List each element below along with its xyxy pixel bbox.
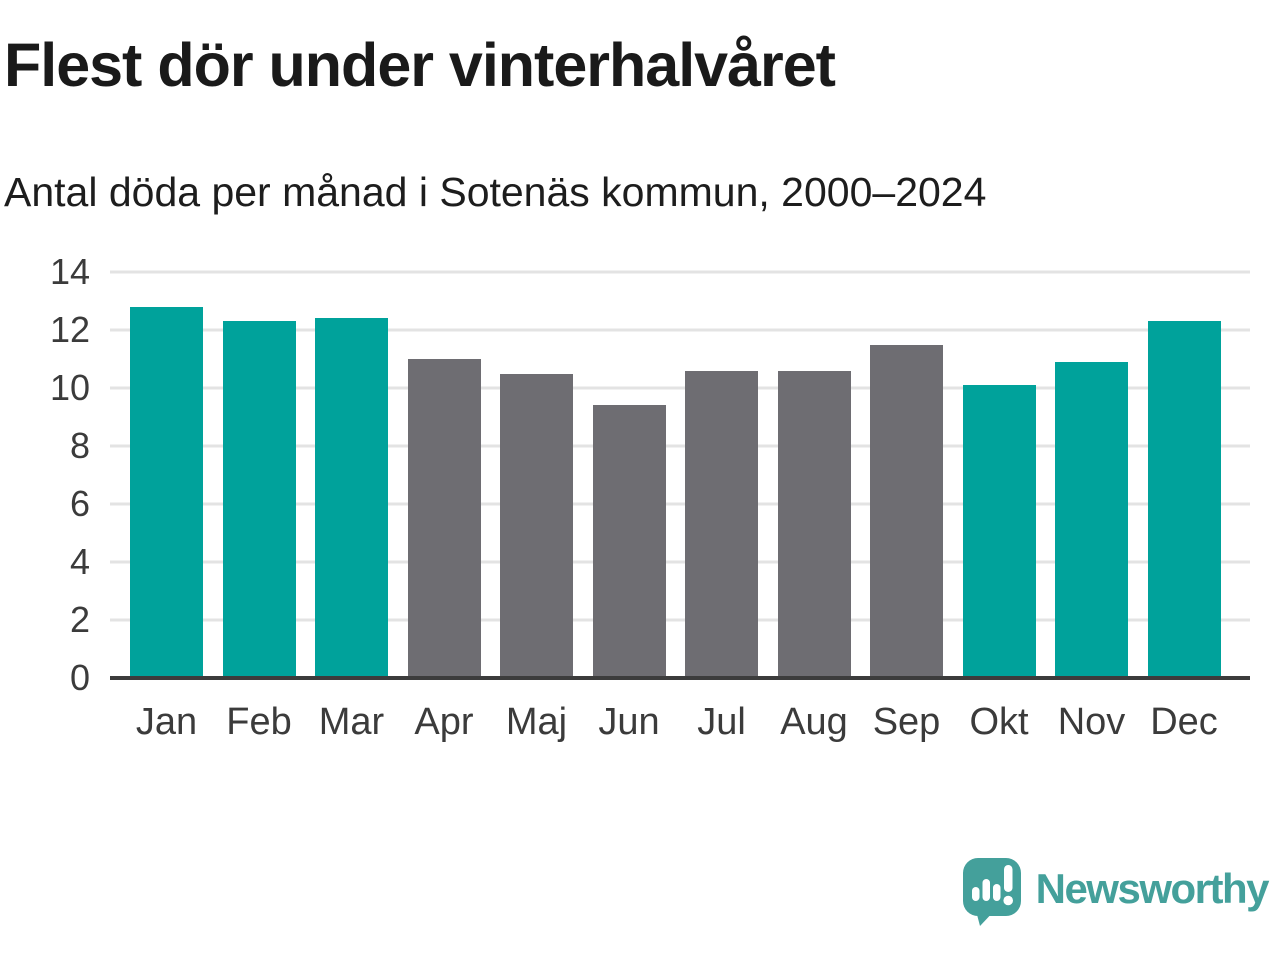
bar-aug [777, 370, 851, 678]
bar-jul [685, 370, 758, 678]
x-tick-label-nov: Nov [1057, 701, 1126, 743]
gridline-y-4 [110, 560, 1250, 564]
x-tick-label-jan: Jan [135, 701, 198, 743]
x-tick-label-aug: Aug [780, 701, 848, 743]
gridline-y-2 [110, 618, 1250, 622]
x-tick-label-feb: Feb [226, 701, 292, 743]
plot-area [110, 270, 1250, 680]
y-tick-label-6: 6 [69, 483, 90, 524]
y-tick-label-8: 8 [69, 425, 90, 466]
gridline-y-10 [110, 386, 1250, 390]
x-axis: Jan Feb Mar Apr Maj Jun Jul Aug Sep Okt Nov Dec [110, 701, 1250, 752]
gridline-y-12 [110, 328, 1250, 332]
bar-jan [130, 306, 203, 678]
bar-apr [407, 359, 481, 678]
y-tick-label-12: 12 [49, 309, 90, 350]
brand-footer: Newsworthy [962, 856, 1270, 928]
y-tick-label-10: 10 [49, 367, 90, 408]
gridline-y-8 [110, 444, 1250, 448]
x-tick-label-dec: Dec [1150, 701, 1218, 743]
y-tick-label-2: 2 [69, 599, 90, 640]
x-tick-label-maj: Maj [505, 701, 568, 743]
gridline-y-6 [110, 502, 1250, 506]
bar-jun [592, 405, 666, 678]
bar-dec [1147, 321, 1221, 678]
bar-nov [1055, 361, 1128, 678]
brand-name: Newsworthy [1035, 865, 1270, 912]
y-axis: 0 2 4 6 8 10 12 14 [0, 254, 90, 696]
bar-feb [222, 321, 296, 678]
gridline-y-14 [110, 270, 1250, 274]
x-tick-label-okt: Okt [969, 701, 1029, 743]
chart-subtitle: Antal döda per månad i Sotenäs kommun, 2… [4, 169, 987, 215]
x-tick-label-mar: Mar [318, 701, 385, 743]
y-tick-label-0: 0 [69, 657, 90, 698]
y-tick-label-14: 14 [49, 251, 90, 292]
bar-maj [500, 373, 573, 678]
bar-okt [962, 385, 1036, 678]
x-tick-label-jul: Jul [697, 701, 746, 743]
bar-mar [315, 318, 388, 678]
newsworthy-logo-icon [962, 858, 1021, 926]
x-tick-label-jun: Jun [598, 701, 660, 743]
chart-title: Flest dör under vinterhalvåret [4, 31, 836, 99]
y-tick-label-4: 4 [69, 541, 90, 582]
x-axis-line [110, 676, 1250, 680]
x-tick-label-apr: Apr [414, 701, 474, 743]
x-tick-label-sep: Sep [872, 701, 941, 743]
bar-sep [870, 344, 943, 678]
